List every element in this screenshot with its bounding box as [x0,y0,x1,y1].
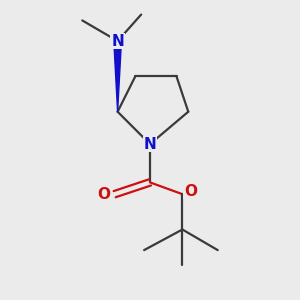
Text: N: N [111,34,124,49]
Text: N: N [144,136,156,152]
Text: O: O [97,187,110,202]
Polygon shape [114,41,122,112]
Text: O: O [184,184,197,199]
